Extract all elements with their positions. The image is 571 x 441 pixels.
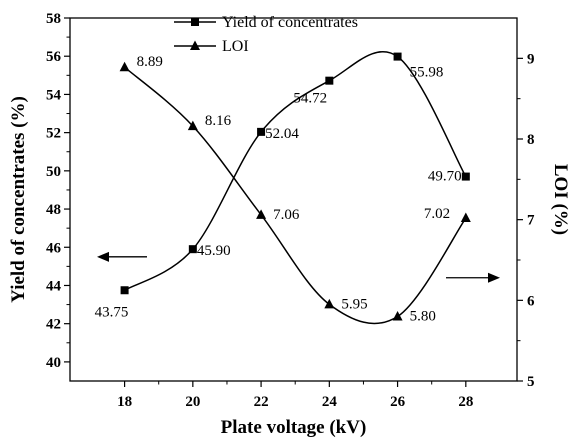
y-left-tick-label: 50 — [46, 164, 61, 180]
y-axis-right-title: LOI (%) — [550, 164, 571, 235]
y-left-tick-label: 46 — [46, 240, 62, 256]
loi-data-label: 5.80 — [410, 308, 436, 324]
yield-of-concentrates-point — [393, 52, 402, 61]
right-axis-arrow-head — [488, 272, 500, 283]
left-axis-arrow-head — [97, 251, 109, 262]
legend-loi-marker — [190, 40, 200, 50]
y-right-tick-label: 6 — [527, 293, 535, 309]
yield-of-concentrates-data-label: 49.70 — [428, 169, 462, 185]
loi-point — [392, 310, 403, 321]
loi-point — [119, 61, 130, 72]
yield-of-concentrates-data-label: 45.90 — [197, 243, 231, 259]
yield-of-concentrates-data-label: 43.75 — [95, 304, 129, 320]
legend-yield-of-concentrates-marker — [191, 18, 199, 26]
yield-of-concentrates-point — [325, 76, 334, 85]
loi-data-label: 7.06 — [273, 207, 300, 223]
y-right-tick-label: 7 — [527, 213, 535, 229]
data-labels-group: 43.75 45.90 52.04 54.72 55.98 49.70 8.89 8.16 7.… — [95, 54, 462, 324]
yield-of-concentrates-point — [257, 127, 266, 136]
y-axis-left-title: Yield of concentrates (%) — [8, 96, 29, 303]
yield-of-concentrates-data-label: 52.04 — [265, 126, 299, 142]
loi-point — [460, 212, 471, 223]
yield-of-concentrates-point — [120, 286, 129, 295]
yield-of-concentrates-data-label: 54.72 — [293, 91, 327, 107]
yield-of-concentrates-point — [188, 245, 197, 254]
series-markers-group — [119, 52, 471, 321]
yield-of-concentrates-line — [124, 51, 467, 291]
yield-of-concentrates-data-label: 55.98 — [410, 65, 444, 81]
legend-yield-of-concentrates-label: Yield of concentrates — [222, 14, 358, 31]
plot-frame-group — [69, 17, 518, 382]
plot-frame — [69, 17, 518, 382]
y-left-tick-label: 40 — [46, 355, 61, 371]
x-tick-label: 26 — [390, 394, 406, 410]
y-left-tick-label: 44 — [46, 278, 62, 294]
y-left-tick-label: 48 — [46, 202, 61, 218]
legend: Yield of concentrates LOI — [174, 14, 358, 55]
loi-data-label: 8.89 — [137, 54, 163, 70]
y-left-tick-label: 54 — [46, 87, 62, 103]
x-tick-label: 20 — [185, 394, 200, 410]
y-right-tick-label: 8 — [527, 132, 535, 148]
loi-point — [187, 120, 198, 131]
loi-data-label: 7.02 — [424, 206, 450, 222]
y-right-tick-label: 5 — [527, 374, 535, 390]
legend-loi-label: LOI — [222, 38, 249, 55]
y-left-tick-label: 58 — [46, 11, 61, 27]
x-tick-label: 22 — [254, 394, 269, 410]
y-right-tick-label: 9 — [527, 51, 535, 67]
x-tick-label: 24 — [322, 394, 338, 410]
loi-data-label: 5.95 — [341, 296, 367, 312]
y-left-tick-label: 52 — [46, 126, 61, 142]
x-tick-label: 18 — [117, 394, 132, 410]
loi-point — [324, 298, 335, 309]
x-tick-label: 28 — [458, 394, 473, 410]
x-axis-title: Plate voltage (kV) — [221, 417, 367, 438]
loi-data-label: 8.16 — [205, 113, 232, 129]
yield-of-concentrates-point — [461, 172, 470, 181]
loi-line — [124, 66, 467, 325]
y-left-tick-label: 56 — [46, 49, 62, 65]
annotations-group — [97, 251, 500, 283]
y-left-tick-label: 42 — [46, 317, 61, 333]
loi-point — [256, 209, 267, 219]
